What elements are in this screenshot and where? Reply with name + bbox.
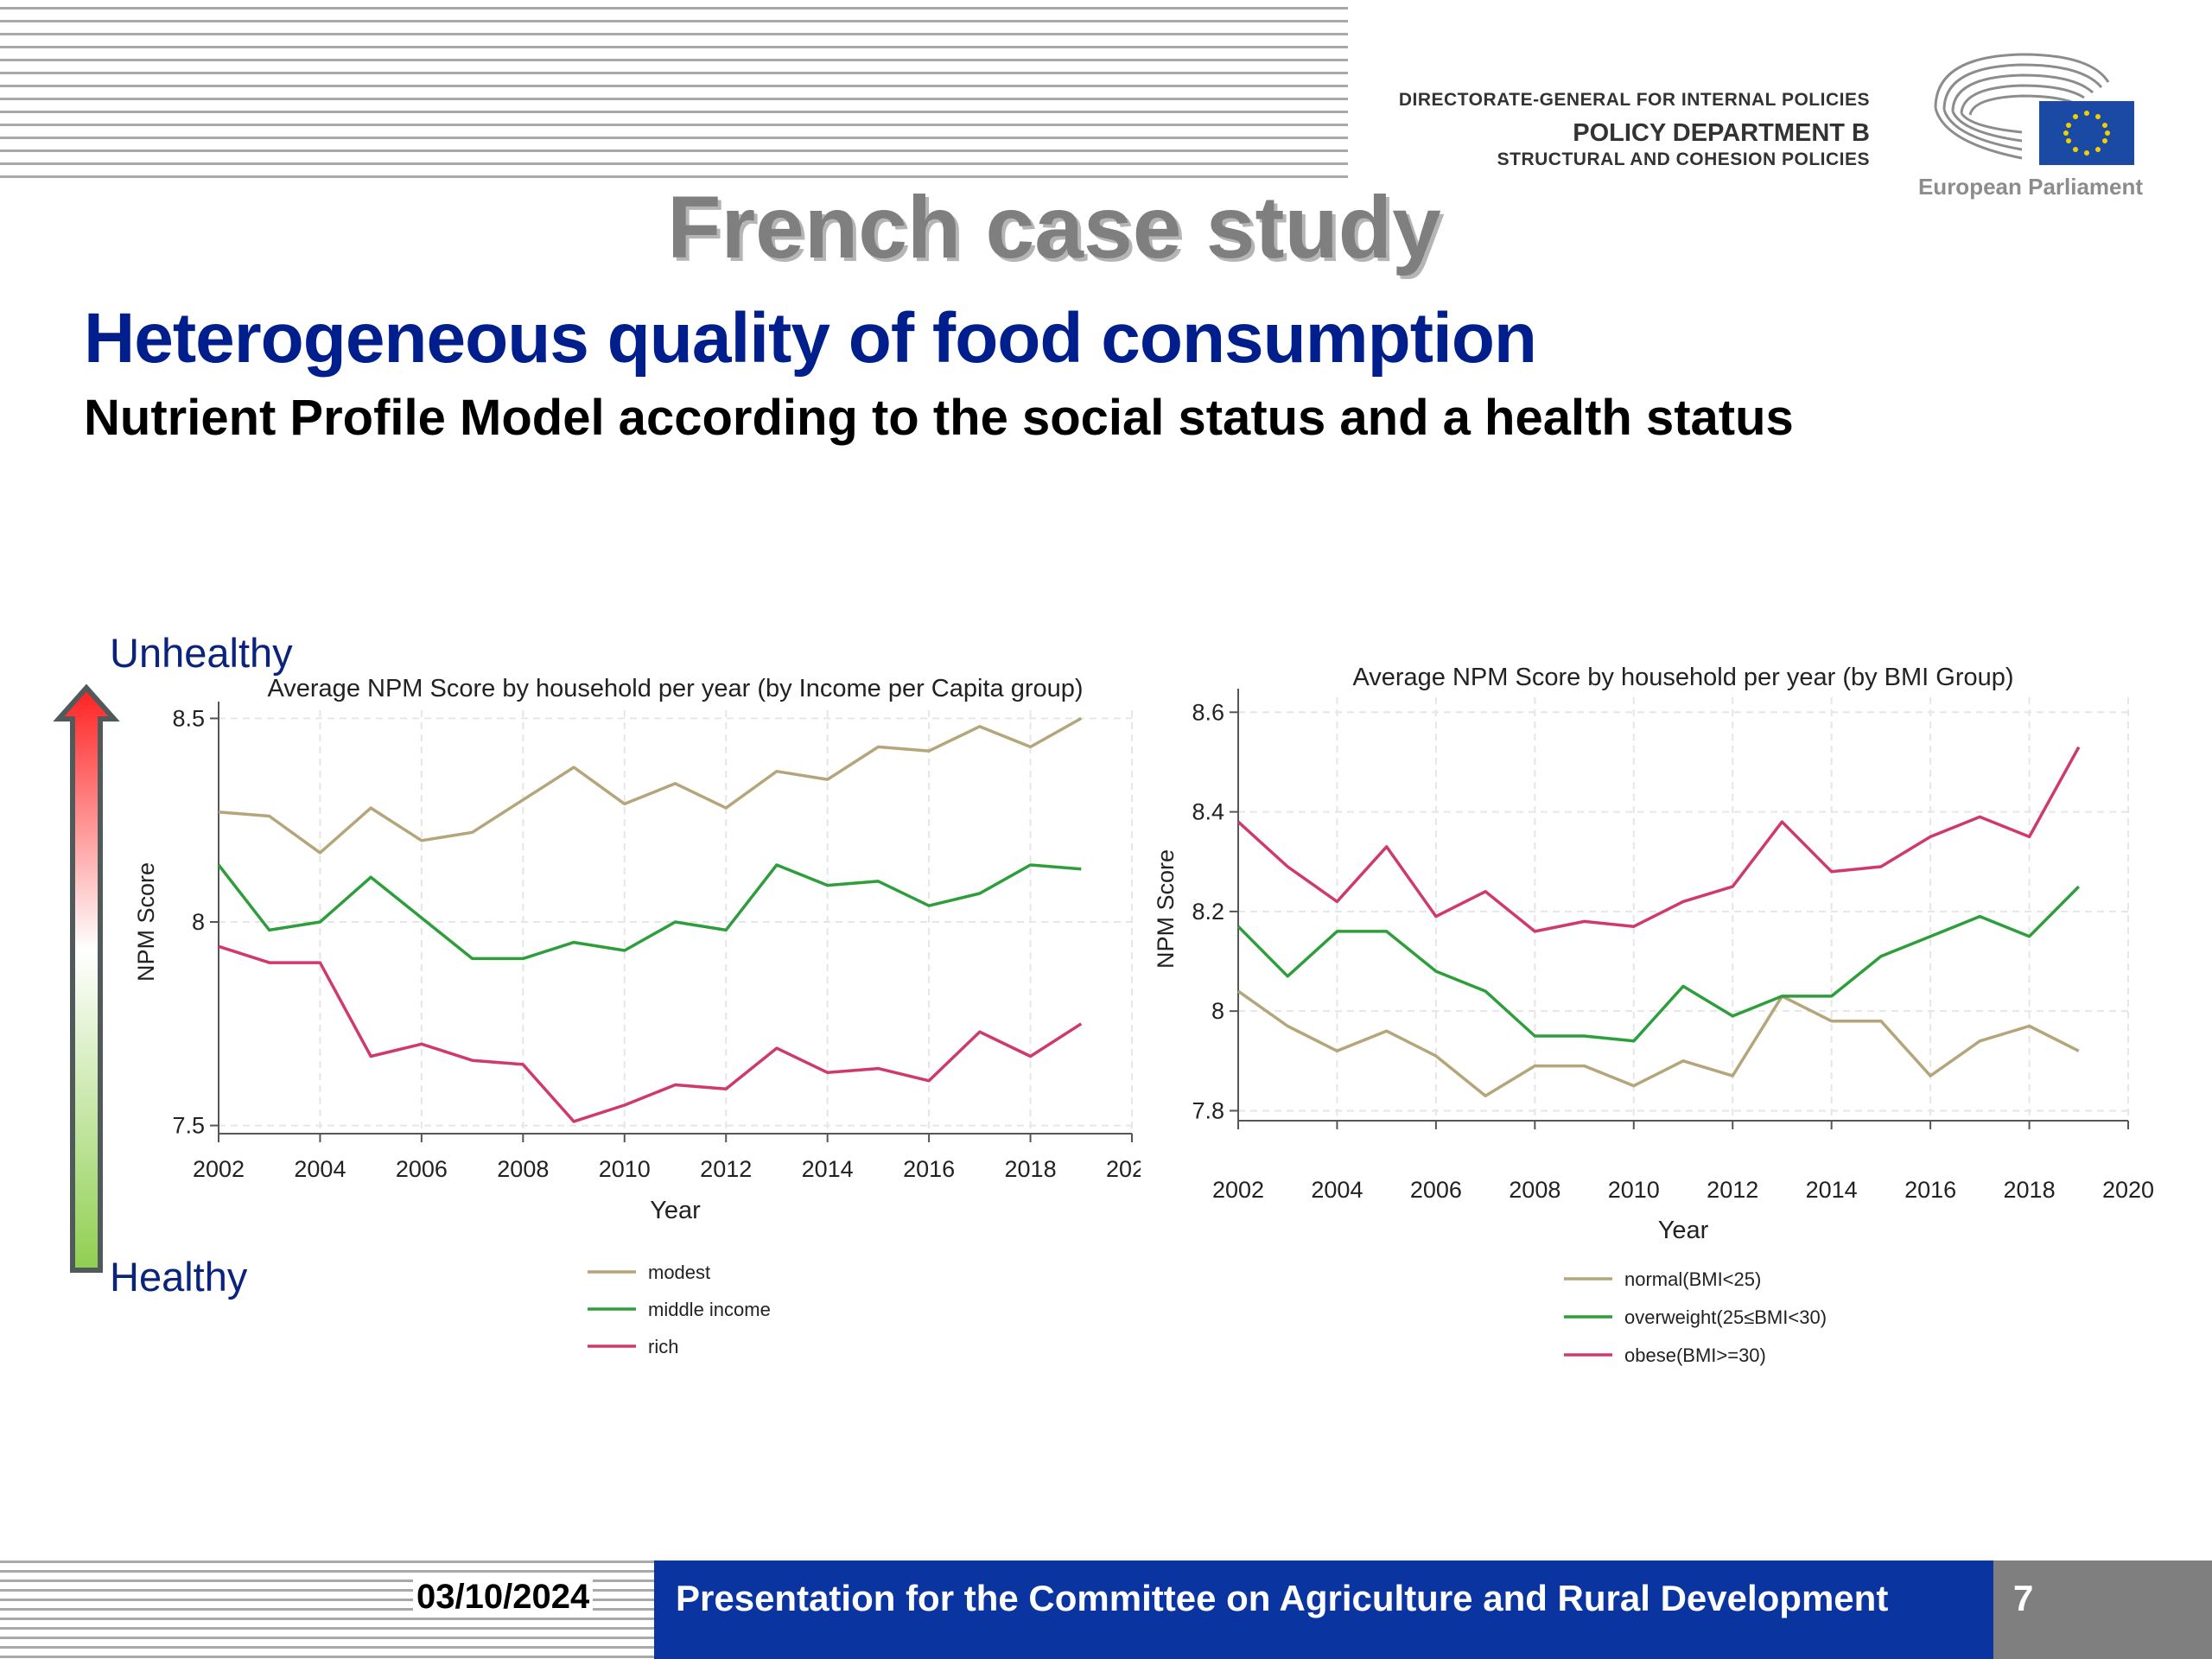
x-tick-label: 2002 [193, 1156, 245, 1182]
ep-department-text: DIRECTORATE-GENERAL FOR INTERNAL POLICIE… [1399, 90, 1870, 170]
logo-caption: European Parliament [1918, 174, 2143, 200]
x-tick-label: 2006 [1410, 1177, 1462, 1203]
x-tick-label: 2012 [700, 1156, 752, 1182]
legend-label: middle income [648, 1299, 771, 1320]
income-chart: Average NPM Score by household per year … [133, 675, 1141, 1357]
y-tick-label: 7.8 [1192, 1097, 1224, 1123]
x-tick-label: 2002 [1212, 1177, 1264, 1203]
y-tick-label: 8 [192, 909, 205, 935]
x-tick-label: 2016 [903, 1156, 955, 1182]
page-number-box [1993, 1560, 2212, 1659]
series-line-2 [1236, 885, 2081, 1043]
legend-label: obese(BMI>=30) [1624, 1344, 1766, 1366]
y-tick-label: 8 [1211, 998, 1224, 1024]
series-line-3 [1236, 746, 2081, 933]
x-axis-label: Year [650, 1197, 701, 1224]
slide-title: French case study [667, 178, 1441, 276]
x-tick-label: 2020 [2102, 1177, 2154, 1203]
x-tick-label: 2010 [1608, 1177, 1660, 1203]
healthy-label: Healthy [110, 1254, 248, 1300]
y-tick-label: 7.5 [172, 1113, 205, 1139]
x-tick-label: 2018 [1005, 1156, 1057, 1182]
slide-description: Nutrient Profile Model according to the … [84, 390, 1794, 446]
unhealthy-label: Unhealthy [110, 630, 293, 676]
x-tick-label: 2014 [802, 1156, 854, 1182]
legend-label: modest [648, 1262, 710, 1283]
x-tick-label: 2018 [2004, 1177, 2056, 1203]
legend-label: rich [648, 1336, 678, 1357]
x-axis-label: Year [1658, 1217, 1709, 1244]
y-tick-label: 8.4 [1192, 799, 1224, 825]
footer-presentation-title: Presentation for the Committee on Agricu… [676, 1578, 1889, 1618]
y-tick-label: 8.2 [1192, 899, 1224, 925]
series-line-1 [1236, 989, 2080, 1097]
page-number: 7 [2013, 1578, 2034, 1618]
y-axis-label: NPM Score [133, 862, 159, 982]
series-line-3 [218, 944, 1083, 1123]
series-line-1 [218, 716, 1083, 855]
dept-sub-line: STRUCTURAL AND COHESION POLICIES [1497, 149, 1870, 169]
x-tick-label: 2012 [1707, 1177, 1758, 1203]
bmi-chart: Average NPM Score by household per year … [1153, 664, 2154, 1366]
x-tick-label: 2016 [1904, 1177, 1956, 1203]
x-tick-label: 2020 [1106, 1156, 1141, 1182]
legend-label: normal(BMI<25) [1624, 1268, 1761, 1290]
chart-title: Average NPM Score by household per year … [267, 675, 1083, 702]
legend-label: overweight(25≤BMI<30) [1624, 1306, 1827, 1328]
x-tick-label: 2004 [1311, 1177, 1363, 1203]
x-tick-label: 2010 [599, 1156, 651, 1182]
series-line-2 [217, 863, 1082, 961]
y-axis-label: NPM Score [1153, 849, 1179, 969]
x-tick-label: 2008 [1509, 1177, 1560, 1203]
slide-subtitle: Heterogeneous quality of food consumptio… [84, 299, 1537, 378]
x-tick-label: 2008 [497, 1156, 549, 1182]
y-tick-label: 8.5 [172, 705, 205, 731]
x-tick-label: 2004 [294, 1156, 346, 1182]
european-parliament-logo: European Parliament [1918, 53, 2143, 200]
x-tick-label: 2006 [396, 1156, 448, 1182]
footer-bar [654, 1560, 1993, 1659]
chart-title: Average NPM Score by household per year … [1352, 664, 2013, 691]
header-stripes [0, 7, 1348, 184]
footer-date: 03/10/2024 [413, 1578, 594, 1617]
health-scale-arrow-icon [53, 683, 120, 1273]
x-tick-label: 2014 [1806, 1177, 1858, 1203]
y-tick-label: 8.6 [1192, 699, 1224, 725]
dept-line: POLICY DEPARTMENT B [1573, 119, 1870, 147]
dg-line: DIRECTORATE-GENERAL FOR INTERNAL POLICIE… [1398, 90, 1870, 110]
